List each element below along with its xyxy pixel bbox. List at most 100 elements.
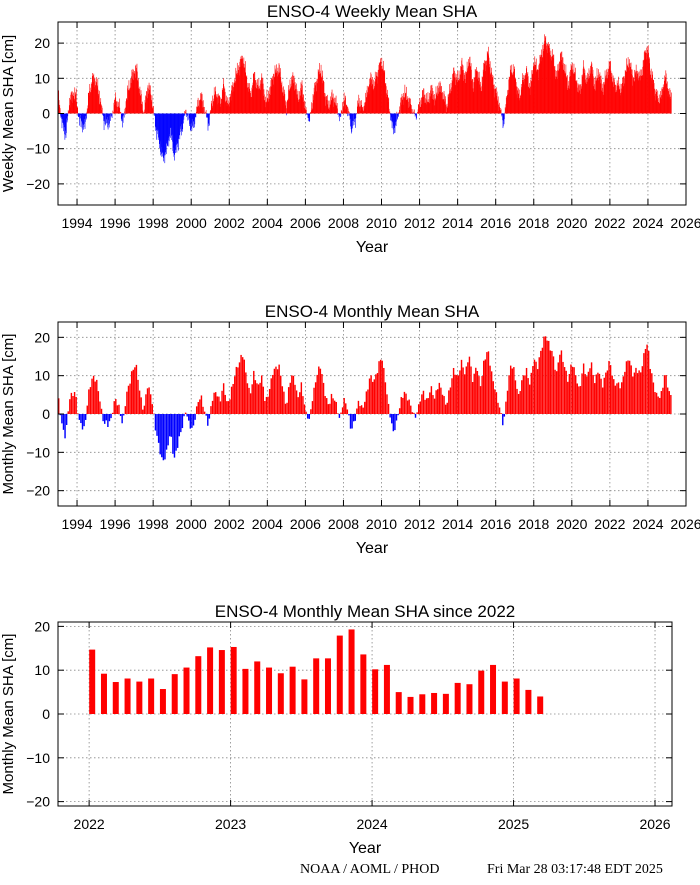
monthly-bar [188, 414, 189, 421]
monthly-bar [408, 400, 409, 414]
monthly-bar [447, 403, 448, 414]
monthly-bar [323, 383, 324, 414]
weekly-xtick-label: 2012 [404, 215, 435, 231]
monthly-bar [539, 357, 540, 414]
weekly-bar [120, 112, 121, 114]
monthly-bar [477, 371, 478, 414]
monthly-bar [291, 375, 292, 414]
monthly-bar [140, 397, 141, 414]
monthly-bar [519, 391, 520, 414]
weekly-xtick-label: 2026 [670, 215, 700, 231]
since2022-bar [184, 668, 190, 714]
weekly-bar [337, 108, 338, 113]
monthly-bar [110, 414, 111, 418]
monthly-bar [259, 383, 260, 414]
monthly-bar [307, 414, 308, 419]
monthly-bar [71, 393, 72, 414]
since2022-bar [172, 674, 178, 714]
weekly-bar [110, 114, 111, 116]
monthly-bar [236, 367, 237, 414]
weekly-bar [286, 114, 287, 116]
monthly-bar [315, 382, 316, 414]
weekly-bar [501, 109, 502, 113]
monthly-bar [421, 394, 422, 414]
monthly-xtick-label: 2010 [366, 516, 397, 532]
monthly-bar [158, 414, 159, 443]
weekly-bar [125, 108, 126, 114]
weekly-bar [204, 113, 205, 114]
monthly-bar [458, 376, 459, 414]
since2022-ylabel: Monthly Mean SHA [cm] [0, 634, 17, 795]
weekly-bar [347, 114, 348, 117]
monthly-bar [99, 401, 100, 414]
monthly-bar [106, 414, 107, 420]
monthly-xtick-label: 2022 [594, 516, 625, 532]
monthly-bar [550, 350, 551, 414]
monthly-bar [467, 362, 468, 414]
since2022-bar [490, 665, 496, 714]
since2022-bar [219, 650, 225, 714]
monthly-bar [93, 376, 94, 414]
monthly-bar [461, 360, 462, 414]
monthly-bar [645, 349, 646, 414]
monthly-bar [420, 401, 421, 414]
monthly-bar [83, 414, 84, 426]
monthly-bar [393, 414, 394, 431]
monthly-bar [266, 397, 267, 414]
monthly-bar [207, 414, 208, 426]
monthly-bar [567, 382, 568, 414]
monthly-bar [309, 414, 310, 419]
monthly-bar [277, 369, 278, 414]
monthly-bar [271, 378, 272, 414]
monthly-bar [504, 414, 505, 417]
monthly-bar [175, 414, 176, 451]
weekly-bar [121, 112, 122, 114]
monthly-bar [121, 414, 122, 423]
monthly-bar [577, 383, 578, 414]
monthly-bar [454, 375, 455, 414]
monthly-bar [588, 372, 589, 414]
monthly-bar [521, 380, 522, 414]
weekly-bar [349, 112, 350, 114]
monthly-bar [221, 391, 222, 414]
monthly-bar [161, 414, 162, 457]
monthly-bar [232, 384, 233, 414]
monthly-bar [201, 395, 202, 414]
monthly-bar [355, 414, 356, 421]
monthly-bar [572, 367, 573, 414]
monthly-bar [239, 362, 240, 414]
monthly-bar [136, 365, 137, 414]
monthly-bar [635, 368, 636, 414]
monthly-bar [94, 382, 95, 414]
monthly-bar [145, 394, 146, 414]
monthly-bar [456, 375, 457, 414]
monthly-bar [64, 414, 65, 438]
monthly-bar [629, 361, 630, 414]
monthly-bar [665, 375, 666, 414]
monthly-bar [217, 396, 218, 414]
weekly-bar [398, 114, 399, 116]
monthly-bar [428, 398, 429, 414]
since2022-bar [325, 658, 331, 714]
weekly-xtick-label: 2004 [252, 215, 283, 231]
weekly-ytick-label: 0 [42, 106, 50, 122]
since2022-bar [101, 674, 107, 714]
monthly-bar [573, 367, 574, 414]
monthly-bar [591, 362, 592, 414]
monthly-bar [634, 373, 635, 414]
monthly-bar [180, 414, 181, 432]
monthly-bar [234, 376, 235, 414]
monthly-bar [101, 409, 102, 414]
monthly-xtick-label: 2006 [290, 516, 321, 532]
monthly-bar [123, 414, 124, 415]
monthly-bar [144, 406, 145, 414]
since2022-xtick-label: 2025 [498, 816, 529, 832]
monthly-bar [186, 414, 187, 417]
monthly-bar [423, 391, 424, 414]
since2022-bar [301, 679, 307, 714]
since2022-xtick-label: 2023 [215, 816, 246, 832]
monthly-bars [58, 336, 672, 460]
monthly-bar [275, 367, 276, 414]
monthly-bar [174, 414, 175, 458]
monthly-bar [61, 414, 62, 423]
